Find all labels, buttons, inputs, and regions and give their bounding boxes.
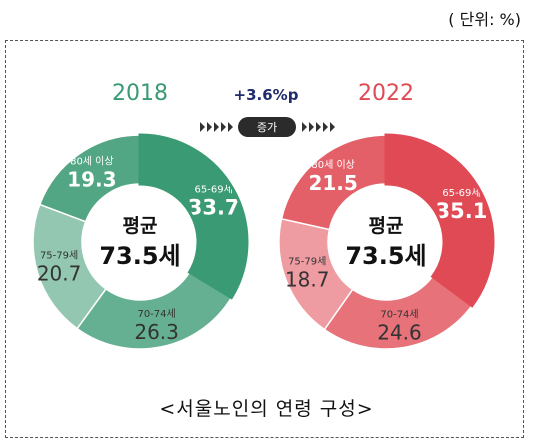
center-label-top: 평균	[369, 215, 404, 237]
arrow-chevron-icon	[221, 122, 226, 132]
slice-value-label: 33.7	[188, 196, 240, 220]
donut-slice	[32, 203, 107, 330]
chart-title: 2018	[112, 81, 168, 106]
increase-value-label: +3.6%p	[234, 86, 299, 104]
center-label-top: 평균	[123, 215, 158, 237]
unit-label: ( 단위: %)	[448, 10, 521, 29]
arrow-chevron-icon	[323, 122, 328, 132]
donut-slice	[76, 271, 233, 350]
slice-value-label: 35.1	[436, 199, 488, 223]
arrow-chevron-icon	[200, 122, 205, 132]
slice-category-label: 70-74세	[137, 308, 175, 320]
chart-title: 2022	[358, 81, 414, 106]
arrow-chevron-icon	[309, 122, 314, 132]
slice-value-label: 24.6	[377, 320, 422, 344]
chart-frame	[5, 40, 524, 438]
arrow-chevron-icon	[330, 122, 335, 132]
donut-slice	[323, 275, 474, 350]
slice-category-label: 75-79세	[40, 249, 78, 261]
slice-category-label: 75-79세	[288, 256, 326, 268]
arrow-chevron-icon	[228, 122, 233, 132]
slice-highlight	[138, 133, 249, 300]
arrow-chevron-icon	[214, 122, 219, 132]
center-label-value: 73.5세	[99, 242, 180, 270]
increase-badge-label: 증가	[257, 121, 277, 134]
increase-badge	[238, 117, 296, 137]
arrow-chevron-icon	[302, 122, 307, 132]
slice-category-label: 65-69세	[442, 187, 480, 199]
arrow-chevron-icon	[207, 122, 212, 132]
slice-category-label: 65-69세	[195, 184, 233, 196]
donut-slice	[386, 135, 493, 306]
slice-highlight	[384, 133, 495, 308]
slice-value-label: 26.3	[134, 320, 179, 344]
slice-value-label: 18.7	[285, 268, 330, 292]
slice-category-label: 80세 이상	[311, 159, 355, 171]
slice-category-label: 70-74세	[380, 308, 418, 320]
slice-category-label: 80세 이상	[70, 156, 114, 168]
center-label-value: 73.5세	[345, 242, 426, 270]
slice-value-label: 21.5	[308, 171, 357, 195]
slice-value-label: 19.3	[67, 168, 116, 192]
caption: <서울노인의 연령 구성>	[159, 398, 374, 420]
arrow-chevron-icon	[316, 122, 321, 132]
slice-value-label: 20.7	[37, 261, 82, 285]
